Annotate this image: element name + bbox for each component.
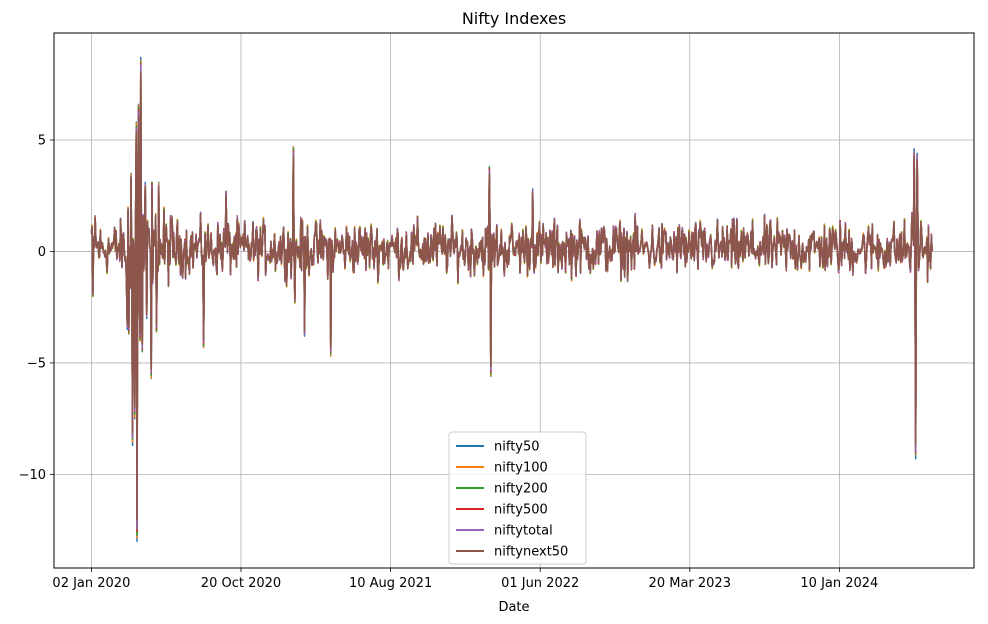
legend-label: niftynext50 <box>494 545 568 560</box>
legend-label: nifty100 <box>494 461 548 476</box>
legend-label: nifty50 <box>494 440 540 455</box>
x-axis-ticks: 02 Jan 2020 20 Oct 2020 10 Aug 2021 01 Jun … <box>52 568 878 591</box>
y-tick-label: 0 <box>38 245 46 260</box>
plot-area-frame <box>53 32 975 569</box>
y-tick-label: −5 <box>27 356 46 371</box>
chart-title: Nifty Indexes <box>462 9 566 28</box>
x-tick-label: 02 Jan 2020 <box>52 576 130 591</box>
legend-label: nifty200 <box>494 482 548 497</box>
legend-label: niftytotal <box>494 524 553 539</box>
y-tick-label: 5 <box>38 134 46 149</box>
x-axis-label: Date <box>498 600 529 615</box>
x-tick-label: 20 Oct 2020 <box>201 576 281 591</box>
series-layer <box>90 56 933 542</box>
series-line-niftynext50 <box>90 71 933 521</box>
y-tick-label: −10 <box>19 468 46 483</box>
legend: nifty50 nifty100 nifty200 nifty500 niftytota… <box>448 431 587 565</box>
x-tick-label: 01 Jun 2022 <box>501 576 579 591</box>
legend-label: nifty500 <box>494 503 548 518</box>
x-tick-label: 10 Jan 2024 <box>800 576 878 591</box>
x-tick-label: 10 Aug 2021 <box>349 576 432 591</box>
y-axis-ticks: 5 0 −5 −10 <box>19 134 54 483</box>
x-tick-label: 20 Mar 2023 <box>649 576 731 591</box>
